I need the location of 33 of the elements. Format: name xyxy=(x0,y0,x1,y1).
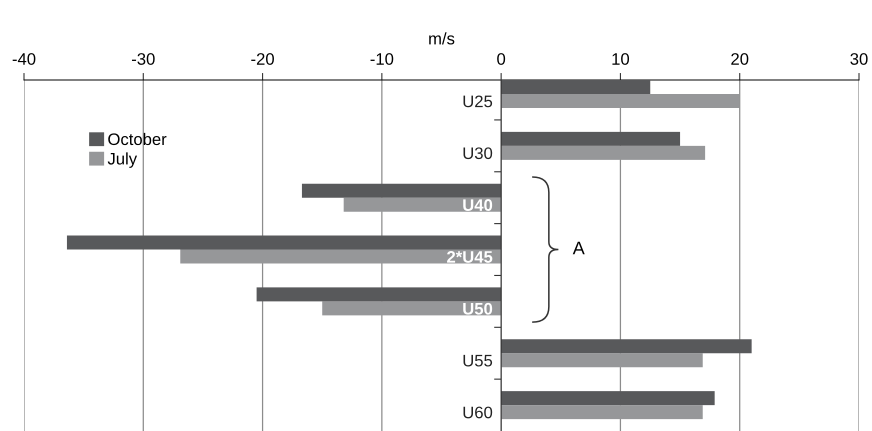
bar xyxy=(344,198,502,212)
bar xyxy=(322,301,502,316)
x-tick-label: -20 xyxy=(251,53,274,65)
bar xyxy=(501,80,650,94)
x-tick-label: -40 xyxy=(12,53,36,65)
x-tick-label: 20 xyxy=(731,53,748,65)
bar xyxy=(501,146,706,160)
x-tick-label: -10 xyxy=(370,53,394,65)
y-tick-label: U55 xyxy=(464,354,492,367)
y-tick-label: 2*U45 xyxy=(447,251,492,263)
bar xyxy=(302,184,502,198)
bar xyxy=(501,405,703,420)
y-tick-label: U50 xyxy=(463,302,492,315)
y-tick-label: U25 xyxy=(464,95,492,108)
x-tick-label: 0 xyxy=(497,53,506,65)
bar xyxy=(180,250,502,264)
legend-label: July xyxy=(108,152,138,168)
annotation: A xyxy=(572,242,585,254)
bar xyxy=(501,391,715,406)
x-tick-label: 10 xyxy=(612,53,630,65)
bar xyxy=(501,339,752,354)
bar xyxy=(501,94,740,108)
bar xyxy=(501,132,680,146)
x-tick-label: 30 xyxy=(850,53,868,65)
bar xyxy=(256,287,502,302)
y-tick-label: U60 xyxy=(464,406,492,418)
y-tick-label: U30 xyxy=(464,147,492,160)
bar xyxy=(501,353,703,368)
x-tick-label: -30 xyxy=(132,53,155,65)
y-tick-label: U40 xyxy=(463,199,492,211)
x-axis-title: m/s xyxy=(429,32,454,44)
legend-label: October xyxy=(108,132,166,146)
bar xyxy=(66,236,502,250)
